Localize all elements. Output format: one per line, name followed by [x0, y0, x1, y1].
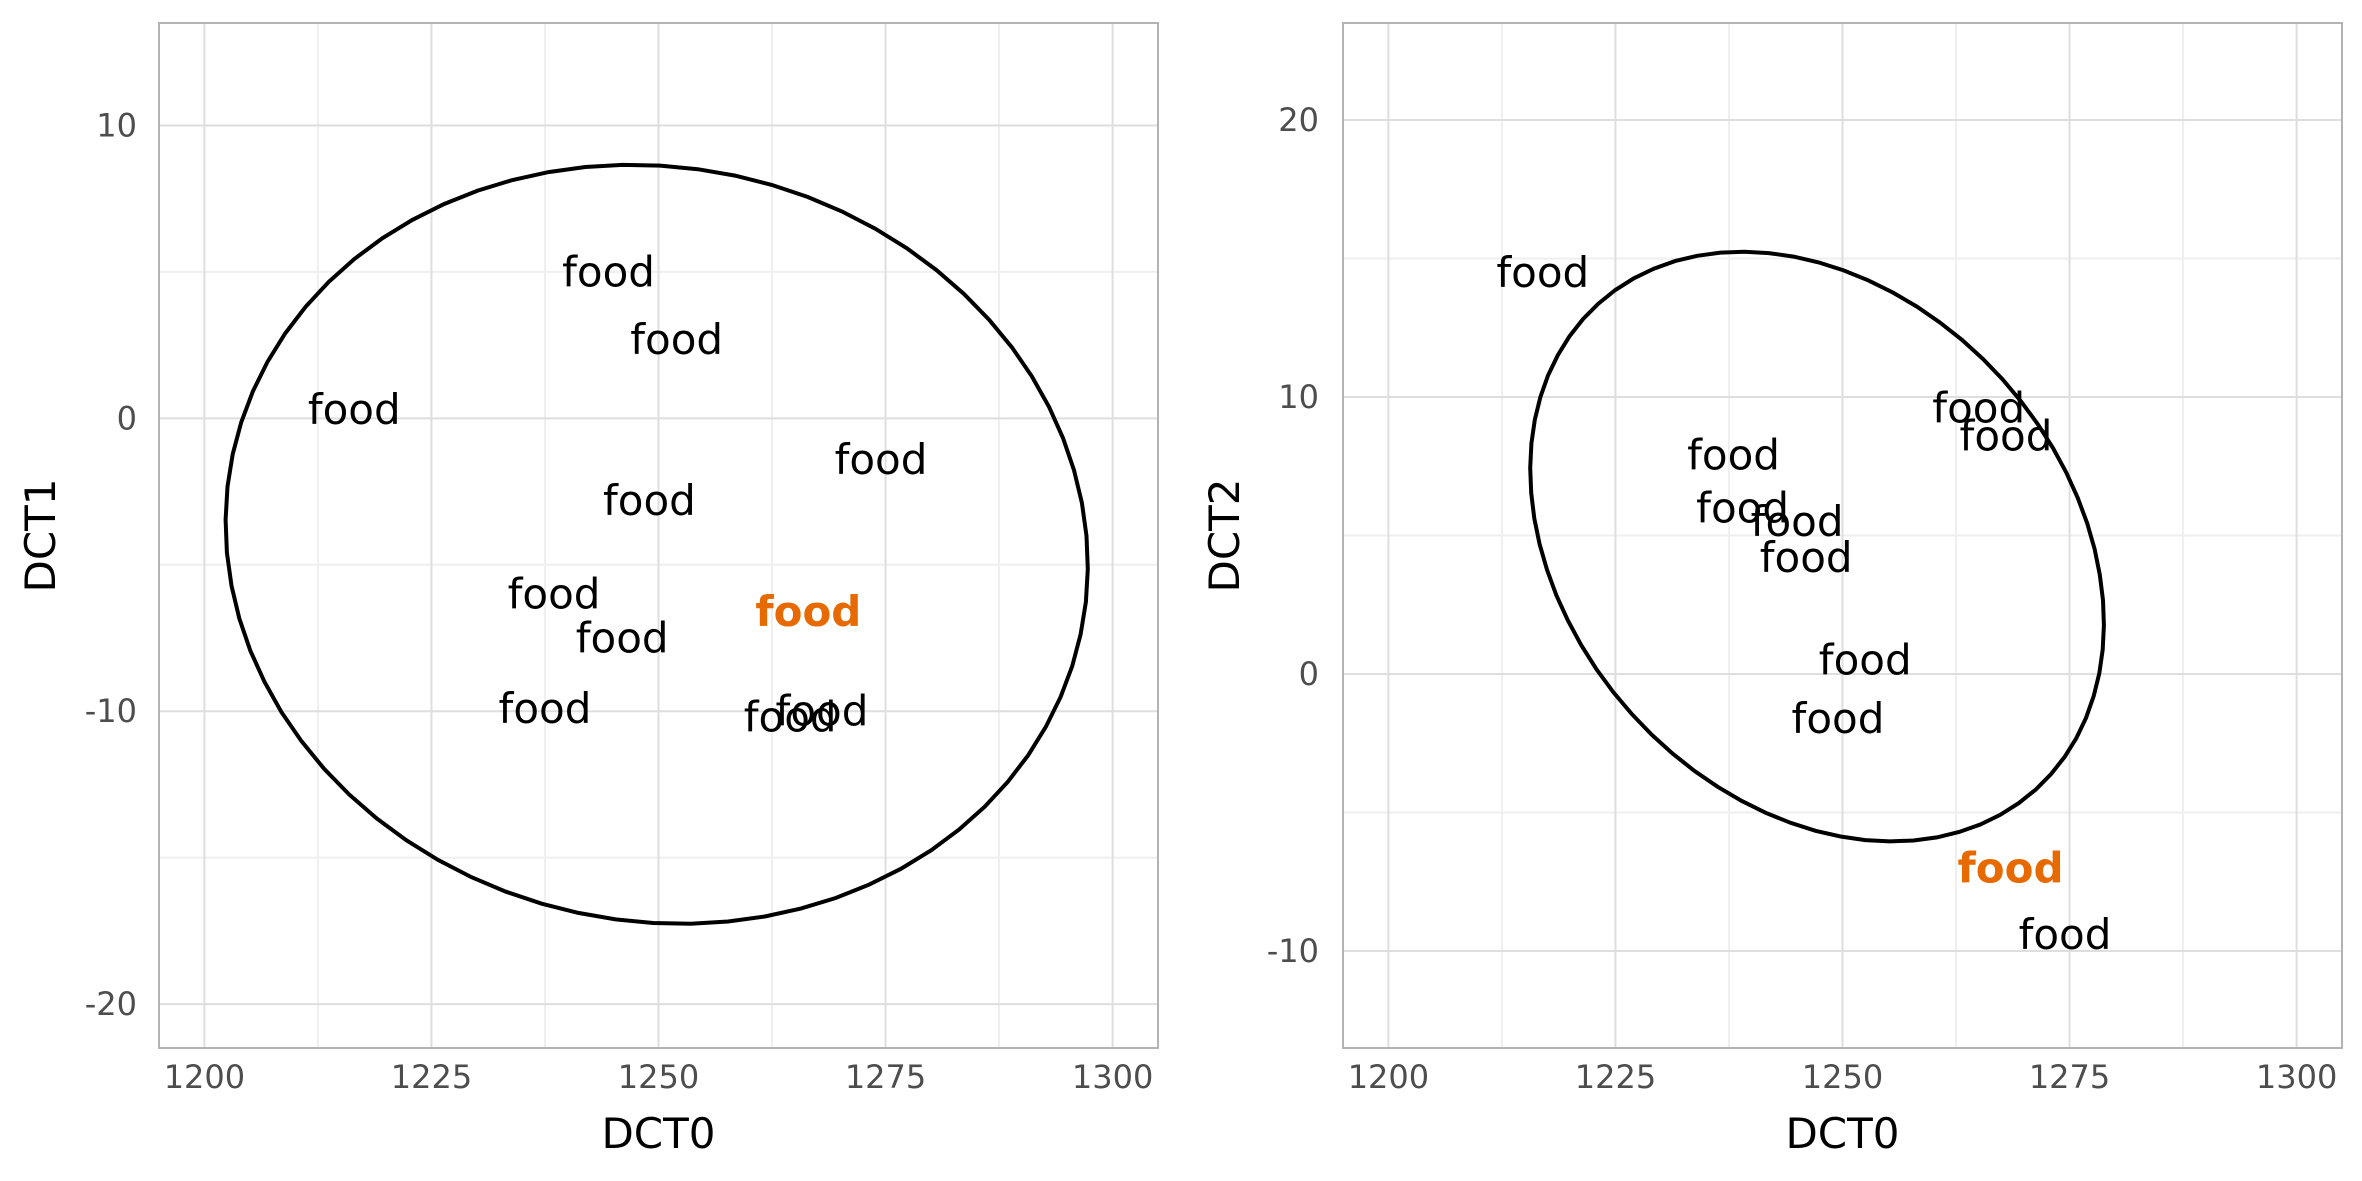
- y-tick-label: -10: [85, 692, 137, 730]
- point-label: food: [1819, 636, 1912, 685]
- point-label: food: [1960, 411, 2053, 460]
- point-label: food: [1696, 483, 1789, 532]
- point-label: food: [1932, 384, 2025, 433]
- tick-labels: 1200 1225 1250 1275 1300 10 0 -10 -20: [85, 107, 1154, 1097]
- y-tick-label: 0: [1299, 655, 1319, 693]
- point-label: food: [776, 687, 869, 736]
- x-tick-label: 1250: [1802, 1058, 1883, 1096]
- y-axis-title: DCT1: [16, 478, 65, 592]
- tick-labels: 1200 1225 1250 1275 1300 20 10 0 -10: [1267, 101, 2338, 1096]
- point-label: food: [499, 684, 592, 733]
- highlighted-point-label: food: [1957, 843, 2063, 892]
- point-label: food: [835, 435, 928, 484]
- point-label: food: [562, 247, 655, 296]
- point-label: food: [1751, 497, 1844, 546]
- y-axis-title: DCT2: [1200, 478, 1249, 592]
- y-tick-label: -20: [85, 985, 137, 1023]
- highlighted-point-label: food: [755, 587, 861, 636]
- x-tick-label: 1275: [845, 1058, 926, 1096]
- y-tick-label: 10: [1278, 378, 1319, 416]
- y-tick-label: 0: [117, 399, 137, 437]
- panel-border: [1342, 22, 2343, 1049]
- point-label: food: [1792, 694, 1885, 743]
- x-tick-label: 1300: [2256, 1058, 2337, 1096]
- x-axis-title: DCT0: [601, 1109, 715, 1158]
- confidence-ellipse: [1528, 249, 2106, 844]
- point-label: food: [1496, 248, 1589, 297]
- point-label: food: [576, 614, 669, 663]
- x-tick-label: 1200: [1348, 1058, 1429, 1096]
- x-tick-label: 1250: [618, 1058, 699, 1096]
- point-label: food: [508, 570, 601, 619]
- grid: [159, 23, 1158, 1048]
- x-tick-label: 1300: [1072, 1058, 1153, 1096]
- y-tick-label: -10: [1267, 932, 1319, 970]
- x-tick-label: 1225: [391, 1058, 472, 1096]
- point-label: food: [1687, 431, 1780, 480]
- y-tick-label: 20: [1278, 101, 1319, 139]
- panel-border: [158, 22, 1159, 1049]
- y-tick-label: 10: [96, 107, 137, 145]
- confidence-ellipse: [223, 162, 1090, 926]
- x-tick-label: 1200: [164, 1058, 245, 1096]
- panel-dct2-vs-dct0: foodfoodfoodfoodfoodfoodfoodfoodfoodfood…: [1200, 22, 2343, 1158]
- point-label: food: [603, 476, 696, 525]
- point-label: food: [630, 315, 723, 364]
- point-label: food: [1760, 533, 1853, 582]
- point-labels: foodfoodfoodfoodfoodfoodfoodfoodfoodfood…: [1496, 248, 2111, 959]
- point-label: food: [308, 385, 401, 434]
- x-tick-label: 1225: [1575, 1058, 1656, 1096]
- point-label: food: [744, 693, 837, 742]
- grid: [1343, 23, 2342, 1048]
- point-label: food: [2019, 910, 2112, 959]
- x-axis-title: DCT0: [1785, 1109, 1899, 1158]
- x-tick-label: 1275: [2029, 1058, 2110, 1096]
